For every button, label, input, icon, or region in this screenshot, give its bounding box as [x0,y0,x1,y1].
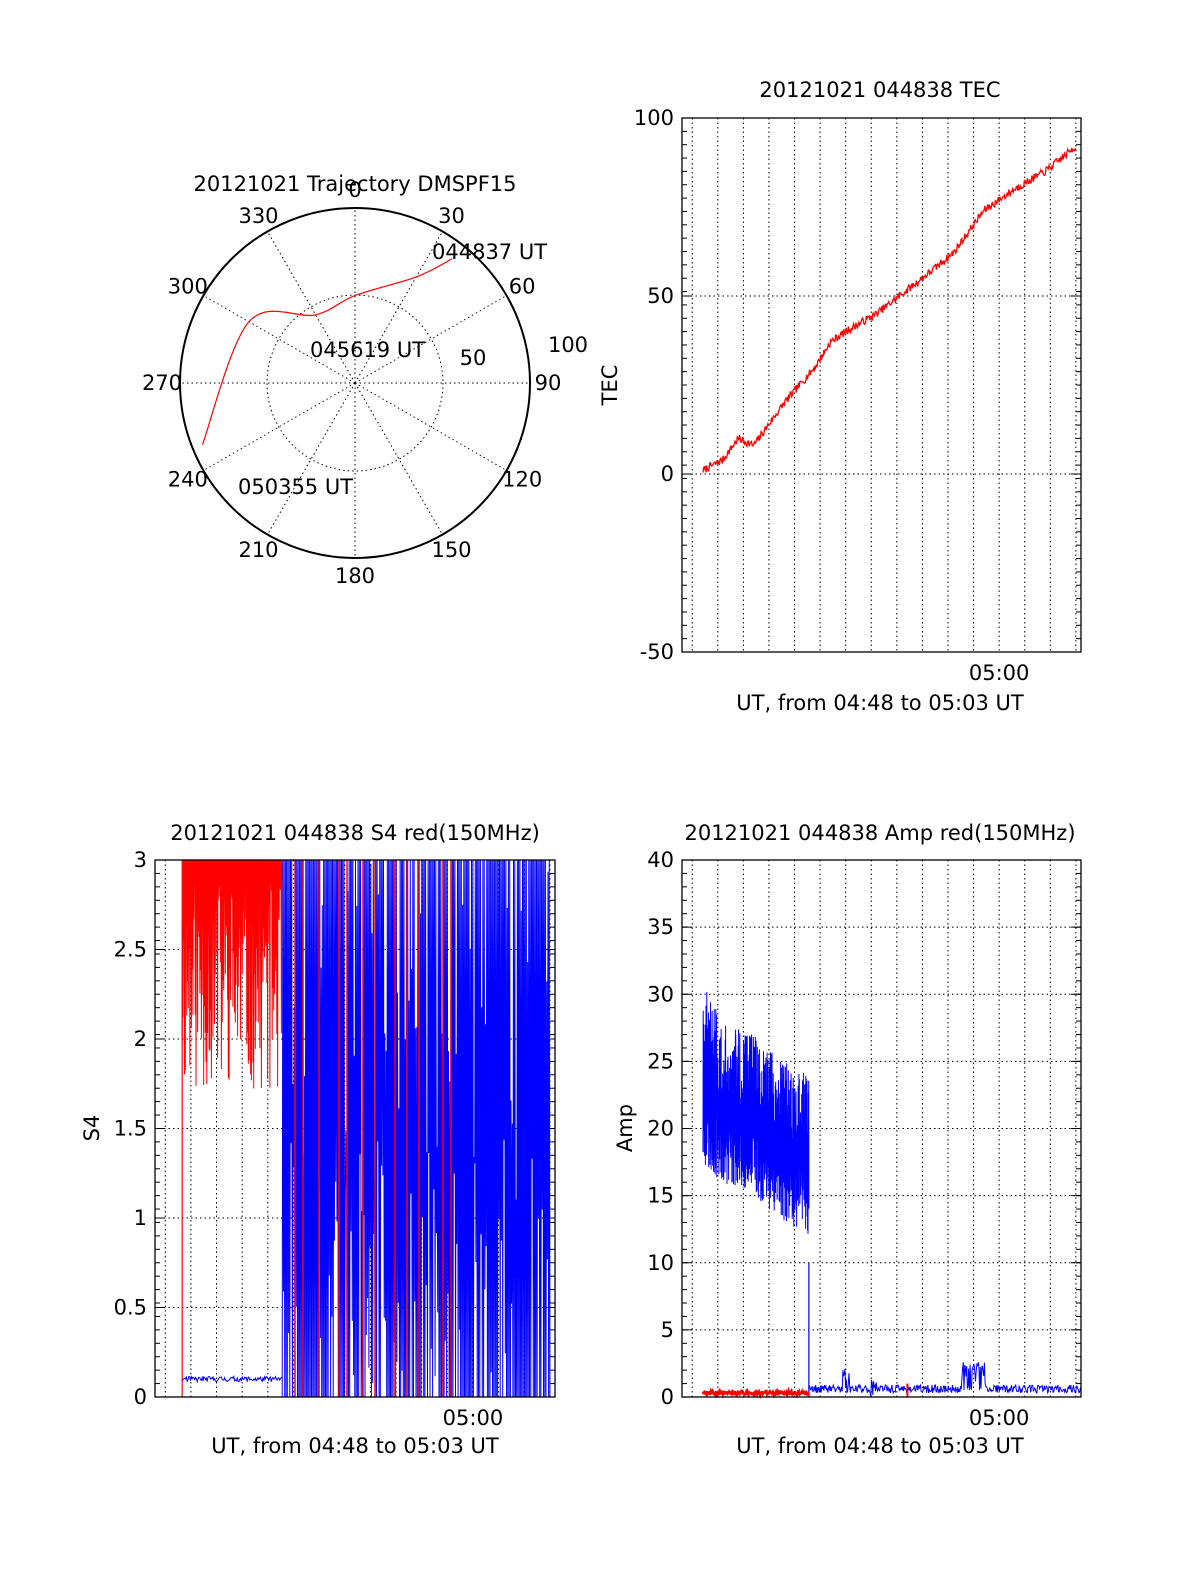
amp-plot-frame [681,859,1082,1398]
tec-plot-frame [681,117,1082,653]
y-tick-label: 100 [634,106,674,130]
y-tick-label: 0.5 [114,1296,147,1320]
y-tick-label: 35 [647,915,674,939]
tec-tick-labels: -50 0 50 100 05:00 [634,106,1030,685]
polar-azimuth-label: 120 [502,468,542,492]
polar-outer-ring [179,207,531,559]
s4-blue-baseline [181,1375,283,1384]
s4-series [181,859,551,1398]
polar-azimuth-label: 90 [535,371,562,395]
polar-azimuth-label: 330 [238,204,278,228]
annotation-start-time: 044837 UT [432,240,547,264]
polar-azimuth-label: 240 [168,468,208,492]
polar-azimuth-label: 300 [168,275,208,299]
y-tick-label: 25 [647,1049,674,1073]
y-tick-label: 2.5 [114,938,147,962]
y-tick-label: 5 [661,1318,674,1342]
polar-azimuth-label: 210 [238,538,278,562]
amp-chart: 20121021 044838 Amp red(150MHz) 0 5 10 15 20… [613,821,1082,1458]
trajectory-line [201,258,453,445]
s4-blue-series [281,859,551,1398]
amp-tick-labels: 0 5 10 15 20 25 30 35 40 05:00 [647,848,1029,1430]
y-tick-label: 40 [647,848,674,872]
amp-red-series [701,1386,811,1400]
y-tick-label: 0 [661,462,674,486]
s4-title: 20121021 044838 S4 red(150MHz) [170,821,540,845]
amp-grid [682,859,1081,1398]
polar-azimuth-label: 270 [142,371,182,395]
polar-spoke [267,382,356,535]
y-tick-label: 50 [647,284,674,308]
amp-y-axis-label: Amp [613,1104,637,1152]
y-tick-label: 0 [134,1385,147,1409]
polar-azimuth-label: 150 [431,538,471,562]
tec-x-axis-label: UT, from 04:48 to 05:03 UT [736,691,1024,715]
amp-title: 20121021 044838 Amp red(150MHz) [684,821,1075,845]
polar-azimuth-labels: 0 30 60 90 120 150 180 210 240 270 300 330 [142,178,561,588]
y-tick-label: 2 [134,1027,147,1051]
x-tick-label: 05:00 [969,1406,1030,1430]
tec-chart: 20121021 044838 TEC -50 0 50 100 05:00 TEC U… [598,78,1082,715]
amp-x-axis-label: UT, from 04:48 to 05:03 UT [736,1434,1024,1458]
s4-red-series [181,859,283,1089]
amp-blue-tail [808,1361,1082,1398]
x-tick-label: 05:00 [443,1406,504,1430]
polar-title: 20121021 Trajectory DMSPF15 [193,172,516,196]
y-tick-label: 0 [661,1385,674,1409]
y-tick-label: 3 [134,848,147,872]
y-tick-label: 10 [647,1251,674,1275]
s4-tick-labels: 0 0.5 1 1.5 2 2.5 3 05:00 [114,848,504,1430]
annotation-mid-time: 045619 UT [310,338,425,362]
y-tick-label: 1 [134,1206,147,1230]
polar-radial-label-100: 100 [548,333,588,357]
y-tick-label: 20 [647,1117,674,1141]
polar-azimuth-label: 60 [509,275,536,299]
y-tick-label: -50 [640,640,674,664]
polar-azimuth-label: 30 [438,204,465,228]
s4-chart: 20121021 044838 S4 red(150MHz) 0 0.5 1 1.5 2… [80,821,556,1458]
polar-azimuth-label: 0 [348,178,361,202]
trajectory-polar-chart: 20121021 Trajectory DMSPF15 0 30 60 90 120 15… [142,172,588,588]
tec-series-line [702,146,1077,473]
polar-spoke [354,382,443,535]
tec-title: 20121021 044838 TEC [759,78,1000,102]
annotation-end-time: 050355 UT [238,475,353,499]
y-tick-label: 30 [647,982,674,1006]
y-tick-label: 15 [647,1184,674,1208]
amp-blue-series [702,991,810,1234]
polar-azimuth-label: 180 [335,564,375,588]
y-tick-label: 1.5 [114,1117,147,1141]
tec-y-axis-label: TEC [598,365,622,407]
x-tick-label: 05:00 [969,661,1030,685]
s4-y-axis-label: S4 [80,1115,104,1142]
s4-plot-frame [154,859,556,1398]
polar-radial-label-50: 50 [460,346,487,370]
amp-series [701,991,1082,1400]
tec-grid [682,117,1081,653]
s4-x-axis-label: UT, from 04:48 to 05:03 UT [211,1434,499,1458]
